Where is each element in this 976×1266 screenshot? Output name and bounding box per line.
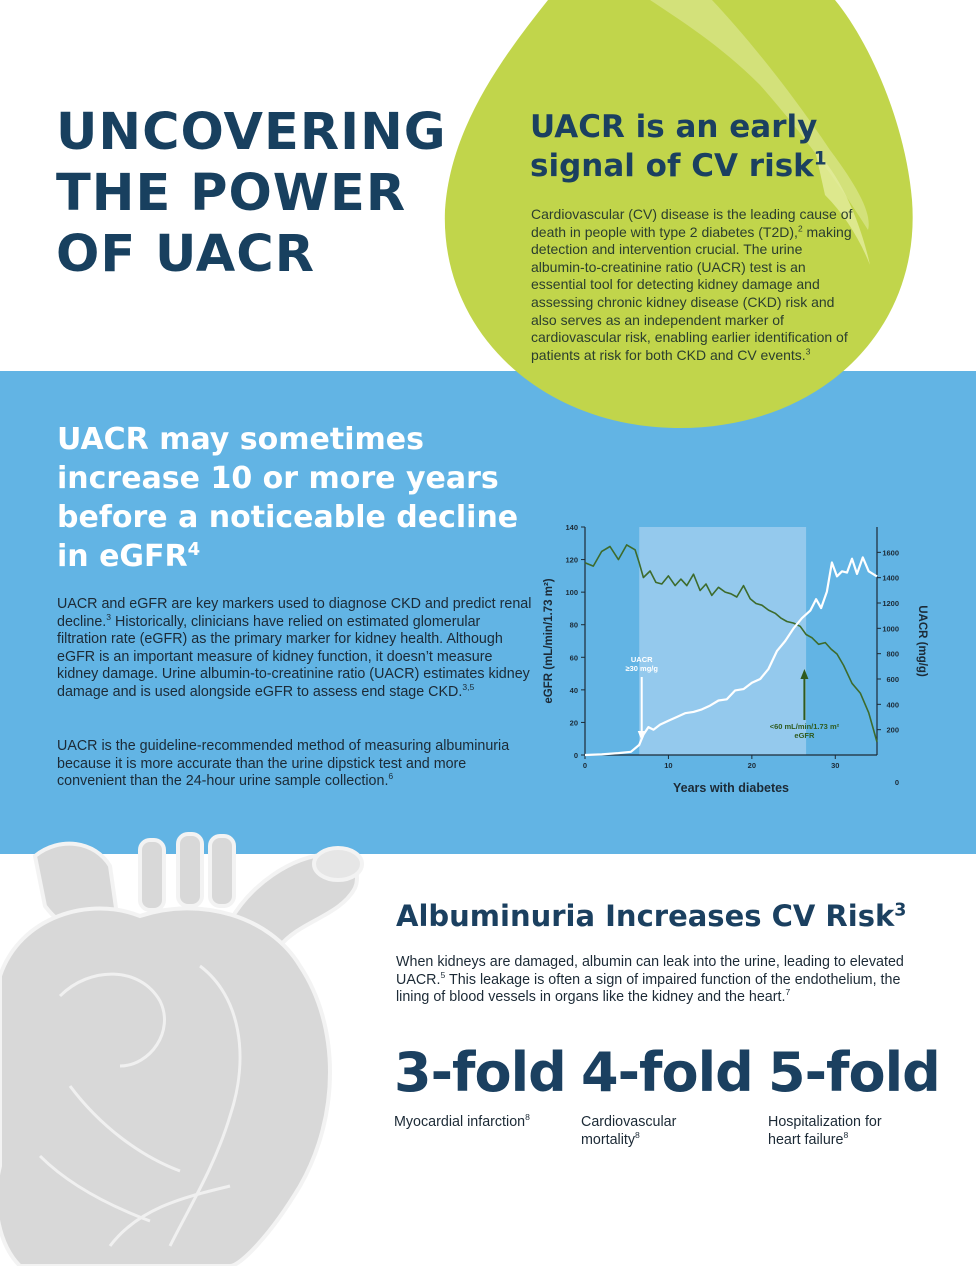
annotation-egfr-arrow-head <box>800 669 809 679</box>
y-tick-label-right: 600 <box>886 675 899 684</box>
stat-label-sup: 8 <box>843 1129 849 1140</box>
y-tick-label-right: 400 <box>886 700 899 709</box>
annotation-uacr-line-1: UACR <box>631 655 653 664</box>
annotation-uacr-line-2: ≥30 mg/g <box>625 664 658 673</box>
stat-label-sup: 8 <box>635 1129 640 1140</box>
uacr-signal-heading: UACR is an early signal of CV risk1 <box>530 108 827 186</box>
albuminuria-body: When kidneys are damaged, albumin can le… <box>396 954 908 1007</box>
page-title: UNCOVERING THE POWER OF UACR <box>56 102 476 285</box>
annotation-uacr-arrow-head <box>637 731 646 741</box>
egfr-p1-text-2: Historically, clinicians have relied on … <box>57 613 530 700</box>
egfr-p1-sup-2: 3,5 <box>462 682 475 693</box>
alb-body-text-1: When kidneys are damaged, albumin can le… <box>396 954 904 988</box>
stat-myocardial-infarction: 3-fold Myocardial infarction8 <box>394 1040 584 1132</box>
stat-label: Hospitalization for heart failure8 <box>768 1114 893 1149</box>
uacr-heading-sup: 1 <box>813 148 827 170</box>
y-tick-label-right: 800 <box>886 650 899 659</box>
title-line-1: UNCOVERING <box>56 103 447 162</box>
uacr-line <box>584 556 878 757</box>
annotation-egfr-line-1: <60 mL/min/1.73 m² <box>770 722 840 731</box>
uacr-body-text-1: Cardiovascular (CV) disease is the leadi… <box>531 206 853 240</box>
uacr-signal-body: Cardiovascular (CV) disease is the leadi… <box>531 206 853 364</box>
y-tick-label-left: 140 <box>565 523 578 532</box>
uacr-body-sup-2: 3 <box>805 346 811 357</box>
egfr-heading: UACR may sometimes increase 10 or more y… <box>57 420 527 576</box>
egfr-line <box>584 544 878 743</box>
uacr-heading-line-2-text: signal of CV risk <box>530 148 814 184</box>
egfr-p2-text: UACR is the guideline-recommended method… <box>57 738 510 790</box>
x-tick-label: 10 <box>664 761 672 770</box>
y-tick-label-right: 200 <box>886 726 899 735</box>
egfr-paragraph-2: UACR is the guideline-recommended method… <box>57 738 532 791</box>
y-tick-label-left: 0 <box>574 751 578 760</box>
y-tick-label-left: 20 <box>570 718 578 727</box>
stat-cardiovascular-mortality: 4-fold Cardiovascular mortality8 <box>581 1040 771 1149</box>
y-axis-label-left: eGFR (mL/min/1.73 m²) <box>543 578 555 703</box>
highlight-band <box>639 527 807 755</box>
stat-label-text: Hospitalization for heart failure <box>768 1114 882 1148</box>
y-tick-label-left: 40 <box>570 686 578 695</box>
heart-illustration <box>0 832 364 1266</box>
stat-label: Cardiovascular mortality8 <box>581 1114 701 1149</box>
alb-body-text-2: This leakage is often a sign of impaired… <box>396 971 901 1006</box>
y-tick-label-left: 60 <box>570 653 578 662</box>
y-tick-label-right-extra: 0 <box>895 778 899 787</box>
blue-band <box>0 371 976 854</box>
x-tick-label: 0 <box>583 761 587 770</box>
uacr-body-sup-1: 2 <box>797 222 803 233</box>
stat-label: Myocardial infarction8 <box>394 1112 544 1132</box>
egfr-paragraph-1: UACR and eGFR are key markers used to di… <box>57 596 532 702</box>
y-tick-label-right: 1400 <box>882 574 899 583</box>
x-tick-label: 30 <box>831 761 839 770</box>
egfr-p2-sup: 6 <box>388 771 394 782</box>
alb-body-sup-1: 5 <box>440 969 446 980</box>
egfr-heading-sup: 4 <box>187 539 201 560</box>
y-tick-label-left: 80 <box>570 621 578 630</box>
title-line-3: OF UACR <box>56 225 315 284</box>
uacr-heading-line-1: UACR is an early <box>530 109 818 145</box>
droplet-graphic <box>444 0 913 428</box>
stat-heart-failure: 5-fold Hospitalization for heart failure… <box>768 1040 958 1149</box>
uacr-egfr-chart: 0204060801001201402004006008001000120014… <box>543 523 928 795</box>
egfr-p1-sup-1: 3 <box>106 611 112 622</box>
albuminuria-heading-sup: 3 <box>894 900 907 921</box>
y-tick-label-left: 120 <box>565 556 578 565</box>
egfr-heading-text: UACR may sometimes increase 10 or more y… <box>57 422 519 574</box>
annotation-egfr-line-2: eGFR <box>794 731 815 740</box>
y-tick-label-right: 1200 <box>882 599 899 608</box>
title-line-2: THE POWER <box>56 164 407 223</box>
y-axis-label-right: UACR (mg/g) <box>916 605 928 677</box>
alb-body-sup-2: 7 <box>785 987 791 998</box>
albuminuria-heading: Albuminuria Increases CV Risk3 <box>396 896 906 936</box>
y-tick-label-right: 1000 <box>882 624 899 633</box>
egfr-p1-text-1: UACR and eGFR are key markers used to di… <box>57 596 532 630</box>
albuminuria-heading-text: Albuminuria Increases CV Risk <box>396 899 895 933</box>
stat-label-text: Cardiovascular mortality <box>581 1114 677 1148</box>
x-tick-label: 20 <box>748 761 756 770</box>
stat-label-sup: 8 <box>525 1112 530 1123</box>
stat-value: 4-fold <box>581 1041 754 1104</box>
stat-value: 5-fold <box>768 1041 941 1104</box>
stat-label-text: Myocardial infarction <box>394 1114 526 1130</box>
x-axis-label: Years with diabetes <box>673 781 789 795</box>
uacr-heading-line-2: signal of CV risk1 <box>530 147 827 186</box>
y-tick-label-right: 1600 <box>882 548 899 557</box>
stat-value: 3-fold <box>394 1041 567 1104</box>
uacr-body-text-2: making detection and intervention crucia… <box>531 223 852 363</box>
y-tick-label-left: 100 <box>565 588 578 597</box>
